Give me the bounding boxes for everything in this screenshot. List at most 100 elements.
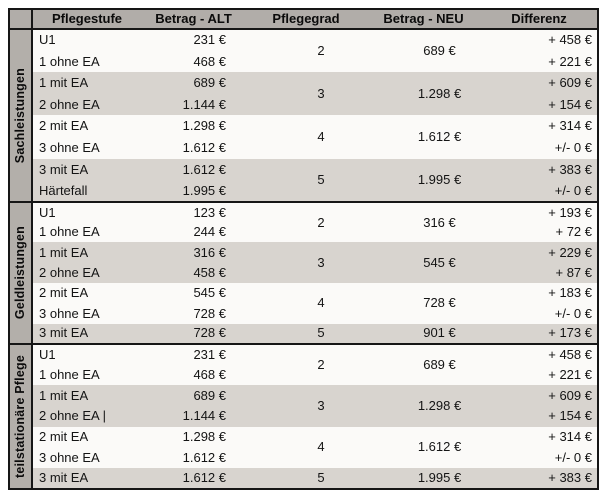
table-row: 2 ohne EA | 1.144 € + 154 € xyxy=(9,405,598,427)
cell-pflegestufe: 1 mit EA xyxy=(32,242,141,263)
table-wrapper: Pflegestufe Betrag - ALT Pflegegrad Betr… xyxy=(8,8,599,490)
cell-pflegegrad: 2 xyxy=(246,343,366,386)
cell-pflegestufe: 1 ohne EA xyxy=(32,364,141,386)
cell-pflegegrad: 5 xyxy=(246,467,366,489)
cell-betrag-alt: 1.612 € xyxy=(141,136,246,159)
cell-betrag-neu: 1.298 € xyxy=(366,72,481,116)
table-row: 3 ohne EA 1.612 € +/- 0 € xyxy=(9,136,598,159)
cell-differenz: + 154 € xyxy=(481,405,598,427)
cell-betrag-alt: 1.144 € xyxy=(141,405,246,427)
table-row: 2 mit EA 545 € 4 728 € + 183 € xyxy=(9,282,598,324)
cell-pflegestufe: 1 mit EA xyxy=(32,72,141,94)
cell-pflegestufe: 3 mit EA xyxy=(32,323,141,344)
cell-betrag-alt: 244 € xyxy=(141,222,246,243)
cell-pflegestufe: U1 xyxy=(32,201,141,223)
cell-pflegegrad: 4 xyxy=(246,115,366,159)
cell-pflegestufe: 3 ohne EA xyxy=(32,447,141,468)
table-row: 2 ohne EA 458 € + 87 € xyxy=(9,262,598,283)
section-label-cell: Sachleistungen xyxy=(9,29,33,202)
section-label-sachleistungen: Sachleistungen xyxy=(12,67,27,163)
cell-betrag-alt: 231 € xyxy=(141,29,246,51)
section-geldleistungen: Geldleistungen U1 123 € 2 316 € + 193 € … xyxy=(9,201,598,344)
cell-differenz: + 383 € xyxy=(481,467,598,489)
col-header-betrag-neu: Betrag - NEU xyxy=(366,9,481,30)
cell-betrag-alt: 123 € xyxy=(141,201,246,223)
section-teilstationaere-pflege: teilstationäre Pflege U1 231 € 2 689 € +… xyxy=(9,343,598,489)
cell-betrag-alt: 468 € xyxy=(141,50,246,73)
cell-betrag-alt: 231 € xyxy=(141,343,246,365)
cell-pflegegrad: 3 xyxy=(246,242,366,283)
cell-differenz: + 458 € xyxy=(481,29,598,51)
table-row: 1 ohne EA 244 € + 72 € xyxy=(9,222,598,243)
cell-differenz: + 383 € xyxy=(481,158,598,181)
cell-pflegestufe-with-cursor[interactable]: 2 ohne EA | xyxy=(32,405,141,427)
cell-differenz: +/- 0 € xyxy=(481,180,598,202)
table-row: 2 ohne EA 1.144 € + 154 € xyxy=(9,93,598,116)
table-row: 1 mit EA 316 € 3 545 € + 229 € xyxy=(9,242,598,283)
cell-differenz: + 314 € xyxy=(481,426,598,448)
cell-pflegestufe: 2 ohne EA xyxy=(32,93,141,116)
cell-betrag-alt: 458 € xyxy=(141,262,246,283)
cell-pflegegrad: 5 xyxy=(246,158,366,202)
table-row: 1 mit EA 689 € 3 1.298 € + 609 € xyxy=(9,72,598,116)
cell-differenz: +/- 0 € xyxy=(481,303,598,324)
cell-betrag-alt: 545 € xyxy=(141,282,246,304)
table-row: teilstationäre Pflege U1 231 € 2 689 € +… xyxy=(9,343,598,489)
cell-betrag-neu: 1.298 € xyxy=(366,385,481,427)
header-row: Pflegestufe Betrag - ALT Pflegegrad Betr… xyxy=(9,9,598,30)
cell-pflegestufe: Härtefall xyxy=(32,180,141,202)
cell-differenz: + 229 € xyxy=(481,242,598,263)
cell-betrag-neu: 689 € xyxy=(366,29,481,73)
cell-pflegestufe: 2 mit EA xyxy=(32,282,141,304)
cell-differenz: +/- 0 € xyxy=(481,447,598,468)
cell-pflegegrad: 3 xyxy=(246,72,366,116)
cell-betrag-neu: 728 € xyxy=(366,282,481,324)
cell-betrag-alt: 689 € xyxy=(141,72,246,94)
cell-betrag-alt: 1.612 € xyxy=(141,158,246,181)
cell-pflegestufe: U1 xyxy=(32,343,141,365)
col-header-pflegegrad: Pflegegrad xyxy=(246,9,366,30)
table-row: 3 mit EA 1.612 € 5 1.995 € + 383 € xyxy=(9,158,598,202)
table-row: Sachleistungen U1 231 € 2 689 € + 458 € xyxy=(9,29,598,202)
cell-pflegegrad: 2 xyxy=(246,29,366,73)
cell-betrag-neu: 1.995 € xyxy=(366,158,481,202)
cell-pflegestufe: 3 mit EA xyxy=(32,467,141,489)
cell-differenz: + 154 € xyxy=(481,93,598,116)
col-header-pflegestufe: Pflegestufe xyxy=(32,9,141,30)
table-row: 2 mit EA 1.298 € 4 1.612 € + 314 € xyxy=(9,426,598,468)
cell-betrag-neu: 1.612 € xyxy=(366,426,481,468)
cell-pflegestufe: 1 mit EA xyxy=(32,385,141,406)
cell-differenz: +/- 0 € xyxy=(481,136,598,159)
table-row: 1 ohne EA 468 € + 221 € xyxy=(9,364,598,386)
cell-pflegestufe: 2 mit EA xyxy=(32,115,141,137)
section-label-cell: Geldleistungen xyxy=(9,201,33,344)
section-sachleistungen: Sachleistungen U1 231 € 2 689 € + 458 € … xyxy=(9,29,598,202)
cell-pflegegrad: 4 xyxy=(246,282,366,324)
cell-pflegestufe: 1 ohne EA xyxy=(32,50,141,73)
table-row: 1 mit EA 689 € 3 1.298 € + 609 € xyxy=(9,385,598,427)
cell-betrag-neu: 1.612 € xyxy=(366,115,481,159)
cell-differenz: + 609 € xyxy=(481,72,598,94)
table-row: Geldleistungen U1 123 € 2 316 € + 193 € xyxy=(9,201,598,344)
cell-pflegestufe: U1 xyxy=(32,29,141,51)
cell-betrag-neu: 689 € xyxy=(366,343,481,386)
cell-betrag-alt: 468 € xyxy=(141,364,246,386)
cell-pflegestufe: 3 mit EA xyxy=(32,158,141,181)
table-row: Härtefall 1.995 € +/- 0 € xyxy=(9,180,598,202)
cell-differenz: + 314 € xyxy=(481,115,598,137)
cell-betrag-neu: 901 € xyxy=(366,323,481,344)
section-label-teilstationaere-pflege: teilstationäre Pflege xyxy=(12,354,27,478)
cell-differenz: + 609 € xyxy=(481,385,598,406)
cell-betrag-alt: 1.298 € xyxy=(141,115,246,137)
table-row: 3 ohne EA 1.612 € +/- 0 € xyxy=(9,447,598,468)
cell-differenz: + 173 € xyxy=(481,323,598,344)
cell-betrag-alt: 689 € xyxy=(141,385,246,406)
cell-pflegestufe: 2 ohne EA xyxy=(32,262,141,283)
col-header-differenz: Differenz xyxy=(481,9,598,30)
cell-betrag-alt: 728 € xyxy=(141,303,246,324)
table-row: 2 mit EA 1.298 € 4 1.612 € + 314 € xyxy=(9,115,598,159)
section-label-cell: teilstationäre Pflege xyxy=(9,343,33,489)
cell-differenz: + 221 € xyxy=(481,364,598,386)
table-row: 3 mit EA 728 € 5 901 € + 173 € xyxy=(9,323,598,344)
cell-differenz: + 458 € xyxy=(481,343,598,365)
